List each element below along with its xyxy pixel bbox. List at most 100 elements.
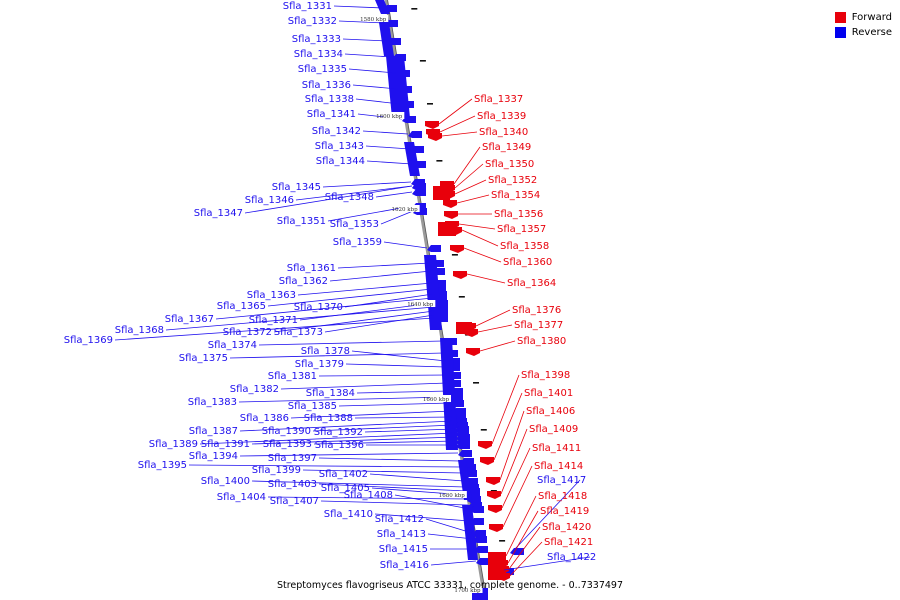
gene-blocks [375, 0, 524, 600]
gene-label-reverse[interactable]: Sfla_1368 [115, 325, 164, 336]
gene-label-reverse[interactable]: Sfla_1333 [292, 34, 341, 45]
leader-line [375, 191, 413, 198]
gene-label-reverse[interactable]: Sfla_1346 [245, 195, 294, 206]
axis-marker [480, 429, 487, 431]
gene-label-reverse[interactable]: Sfla_1359 [333, 237, 382, 248]
gene-label-reverse[interactable]: Sfla_1390 [262, 426, 311, 437]
gene-label-reverse[interactable]: Sfla_1348 [325, 192, 374, 203]
gene-label-reverse[interactable]: Sfla_1336 [302, 80, 351, 91]
gene-label-reverse[interactable]: Sfla_1381 [268, 371, 317, 382]
gene-label-forward[interactable]: Sfla_1364 [507, 278, 556, 289]
gene-label-reverse[interactable]: Sfla_1341 [307, 109, 356, 120]
gene-label-forward[interactable]: Sfla_1354 [491, 190, 540, 201]
gene-label-reverse[interactable]: Sfla_1388 [304, 413, 353, 424]
gene-label-forward[interactable]: Sfla_1356 [494, 209, 543, 220]
gene-label-reverse[interactable]: Sfla_1371 [249, 315, 298, 326]
gene-label-forward[interactable]: Sfla_1419 [540, 506, 589, 517]
gene-label-reverse[interactable]: Sfla_1391 [201, 439, 250, 450]
gene-label-reverse[interactable]: Sfla_1384 [306, 388, 355, 399]
reverse-gene-block [408, 131, 422, 138]
gene-label-reverse[interactable]: Sfla_1379 [295, 359, 344, 370]
forward-gene-block [480, 457, 494, 465]
gene-label-forward[interactable]: Sfla_1349 [482, 142, 531, 153]
gene-label-reverse[interactable]: Sfla_1412 [375, 514, 424, 525]
gene-label-reverse[interactable]: Sfla_1363 [247, 290, 296, 301]
gene-label-reverse[interactable]: Sfla_1400 [201, 476, 250, 487]
gene-label-forward[interactable]: Sfla_1401 [524, 388, 573, 399]
gene-label-reverse[interactable]: Sfla_1387 [189, 426, 238, 437]
gene-label-reverse[interactable]: Sfla_1374 [208, 340, 257, 351]
gene-label-reverse[interactable]: Sfla_1373 [274, 327, 323, 338]
gene-label-reverse[interactable]: Sfla_1378 [301, 346, 350, 357]
gene-label-reverse[interactable]: Sfla_1402 [319, 469, 368, 480]
gene-label-reverse[interactable]: Sfla_1396 [315, 440, 364, 451]
gene-label-reverse[interactable]: Sfla_1372 [223, 327, 272, 338]
gene-label-reverse[interactable]: Sfla_1389 [149, 439, 198, 450]
gene-label-forward[interactable]: Sfla_1376 [512, 305, 561, 316]
gene-label-reverse[interactable]: Sfla_1415 [379, 544, 428, 555]
gene-label-forward[interactable]: Sfla_1350 [485, 159, 534, 170]
tick-label: 1620 kbp [392, 207, 419, 213]
gene-label-reverse[interactable]: Sfla_1422 [547, 552, 596, 563]
gene-label-reverse[interactable]: Sfla_1407 [270, 496, 319, 507]
gene-label-reverse[interactable]: Sfla_1343 [315, 141, 364, 152]
gene-label-reverse[interactable]: Sfla_1334 [294, 49, 343, 60]
leader-line [454, 163, 484, 189]
gene-label-reverse[interactable]: Sfla_1410 [324, 509, 373, 520]
gene-label-reverse[interactable]: Sfla_1413 [377, 529, 426, 540]
gene-label-forward[interactable]: Sfla_1357 [497, 224, 546, 235]
gene-label-forward[interactable]: Sfla_1418 [538, 491, 587, 502]
gene-label-reverse[interactable]: Sfla_1361 [287, 263, 336, 274]
gene-label-reverse[interactable]: Sfla_1386 [240, 413, 289, 424]
gene-label-reverse[interactable]: Sfla_1397 [268, 453, 317, 464]
gene-label-reverse[interactable]: Sfla_1385 [288, 401, 337, 412]
gene-label-reverse[interactable]: Sfla_1362 [279, 276, 328, 287]
gene-label-forward[interactable]: Sfla_1421 [544, 537, 593, 548]
gene-label-reverse[interactable]: Sfla_1416 [380, 560, 429, 571]
gene-label-reverse[interactable]: Sfla_1332 [288, 16, 337, 27]
gene-label-forward[interactable]: Sfla_1337 [474, 94, 523, 105]
gene-label-forward[interactable]: Sfla_1420 [542, 522, 591, 533]
gene-label-forward[interactable]: Sfla_1411 [532, 443, 581, 454]
gene-label-reverse[interactable]: Sfla_1353 [330, 219, 379, 230]
gene-label-reverse[interactable]: Sfla_1331 [283, 1, 332, 12]
gene-label-reverse[interactable]: Sfla_1393 [263, 439, 312, 450]
gene-label-reverse[interactable]: Sfla_1375 [179, 353, 228, 364]
gene-label-reverse[interactable]: Sfla_1404 [217, 492, 266, 503]
gene-label-reverse[interactable]: Sfla_1405 [321, 483, 370, 494]
gene-label-reverse[interactable]: Sfla_1383 [188, 397, 237, 408]
gene-labels[interactable]: Sfla_1331 Sfla_1332 Sfla_1333 Sfla_1334 Sfla… [64, 1, 596, 571]
gene-label-reverse[interactable]: Sfla_1335 [298, 64, 347, 75]
gene-label-reverse[interactable]: Sfla_1344 [316, 156, 365, 167]
forward-gene-block [433, 186, 450, 200]
gene-label-forward[interactable]: Sfla_1380 [517, 336, 566, 347]
gene-label-reverse[interactable]: Sfla_1392 [314, 427, 363, 438]
gene-label-forward[interactable]: Sfla_1377 [514, 320, 563, 331]
gene-label-forward[interactable]: Sfla_1409 [529, 424, 578, 435]
gene-label-reverse[interactable]: Sfla_1347 [194, 208, 243, 219]
gene-label-reverse[interactable]: Sfla_1370 [294, 302, 343, 313]
gene-label-forward[interactable]: Sfla_1414 [534, 461, 583, 472]
gene-label-reverse[interactable]: Sfla_1338 [305, 94, 354, 105]
gene-label-forward[interactable]: Sfla_1352 [488, 175, 537, 186]
gene-label-forward[interactable]: Sfla_1340 [479, 127, 528, 138]
gene-label-reverse[interactable]: Sfla_1382 [230, 384, 279, 395]
gene-label-reverse[interactable]: Sfla_1342 [312, 126, 361, 137]
gene-label-reverse[interactable]: Sfla_1399 [252, 465, 301, 476]
gene-label-reverse[interactable]: Sfla_1369 [64, 335, 113, 346]
gene-label-reverse[interactable]: Sfla_1408 [344, 490, 393, 501]
gene-label-forward[interactable]: Sfla_1339 [477, 111, 526, 122]
gene-label-reverse[interactable]: Sfla_1417 [537, 475, 586, 486]
gene-label-reverse[interactable]: Sfla_1403 [268, 479, 317, 490]
gene-label-reverse[interactable]: Sfla_1394 [189, 451, 238, 462]
gene-label-reverse[interactable]: Sfla_1367 [165, 314, 214, 325]
gene-label-forward[interactable]: Sfla_1360 [503, 257, 552, 268]
gene-label-forward[interactable]: Sfla_1406 [526, 406, 575, 417]
gene-label-reverse[interactable]: Sfla_1351 [277, 216, 326, 227]
gene-label-forward[interactable]: Sfla_1358 [500, 241, 549, 252]
gene-label-forward[interactable]: Sfla_1398 [521, 370, 570, 381]
gene-label-reverse[interactable]: Sfla_1365 [217, 301, 266, 312]
gene-label-reverse[interactable]: Sfla_1395 [138, 460, 187, 471]
reverse-gene-block [458, 460, 472, 500]
gene-label-reverse[interactable]: Sfla_1345 [272, 182, 321, 193]
